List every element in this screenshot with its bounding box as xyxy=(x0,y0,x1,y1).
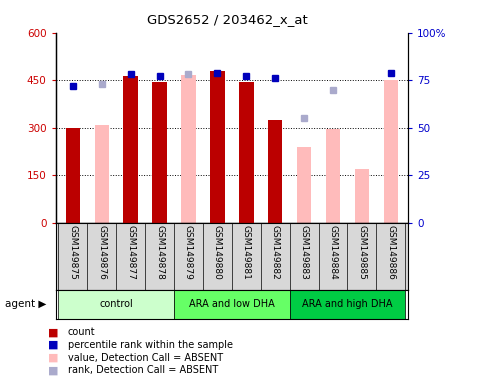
Text: ■: ■ xyxy=(48,353,59,362)
Bar xyxy=(268,120,283,223)
Text: percentile rank within the sample: percentile rank within the sample xyxy=(68,340,233,350)
Text: GSM149886: GSM149886 xyxy=(386,225,395,280)
Bar xyxy=(124,76,138,223)
Text: GSM149878: GSM149878 xyxy=(155,225,164,280)
Bar xyxy=(181,75,196,223)
Text: GSM149880: GSM149880 xyxy=(213,225,222,280)
Bar xyxy=(210,71,225,223)
Text: value, Detection Call = ABSENT: value, Detection Call = ABSENT xyxy=(68,353,223,362)
Text: control: control xyxy=(99,299,133,310)
Text: GDS2652 / 203462_x_at: GDS2652 / 203462_x_at xyxy=(147,13,307,26)
Text: GSM149885: GSM149885 xyxy=(357,225,367,280)
Text: GSM149877: GSM149877 xyxy=(126,225,135,280)
Text: GSM149884: GSM149884 xyxy=(328,225,338,280)
Text: count: count xyxy=(68,327,95,337)
Bar xyxy=(355,169,369,223)
Text: GSM149876: GSM149876 xyxy=(97,225,106,280)
Text: GSM149879: GSM149879 xyxy=(184,225,193,280)
Bar xyxy=(152,82,167,223)
Bar xyxy=(384,80,398,223)
Bar xyxy=(174,290,290,319)
Text: GSM149875: GSM149875 xyxy=(69,225,77,280)
Text: GSM149882: GSM149882 xyxy=(270,225,280,280)
Bar xyxy=(297,147,312,223)
Text: rank, Detection Call = ABSENT: rank, Detection Call = ABSENT xyxy=(68,365,218,375)
Bar xyxy=(326,129,340,223)
Bar xyxy=(66,127,80,223)
Text: agent ▶: agent ▶ xyxy=(5,299,46,310)
Text: GSM149881: GSM149881 xyxy=(242,225,251,280)
Bar xyxy=(290,290,405,319)
Text: ARA and high DHA: ARA and high DHA xyxy=(302,299,393,310)
Text: ■: ■ xyxy=(48,327,59,337)
Bar xyxy=(95,125,109,223)
Bar xyxy=(58,290,174,319)
Text: ARA and low DHA: ARA and low DHA xyxy=(189,299,275,310)
Text: GSM149883: GSM149883 xyxy=(299,225,309,280)
Text: ■: ■ xyxy=(48,340,59,350)
Text: ■: ■ xyxy=(48,365,59,375)
Bar xyxy=(239,82,254,223)
